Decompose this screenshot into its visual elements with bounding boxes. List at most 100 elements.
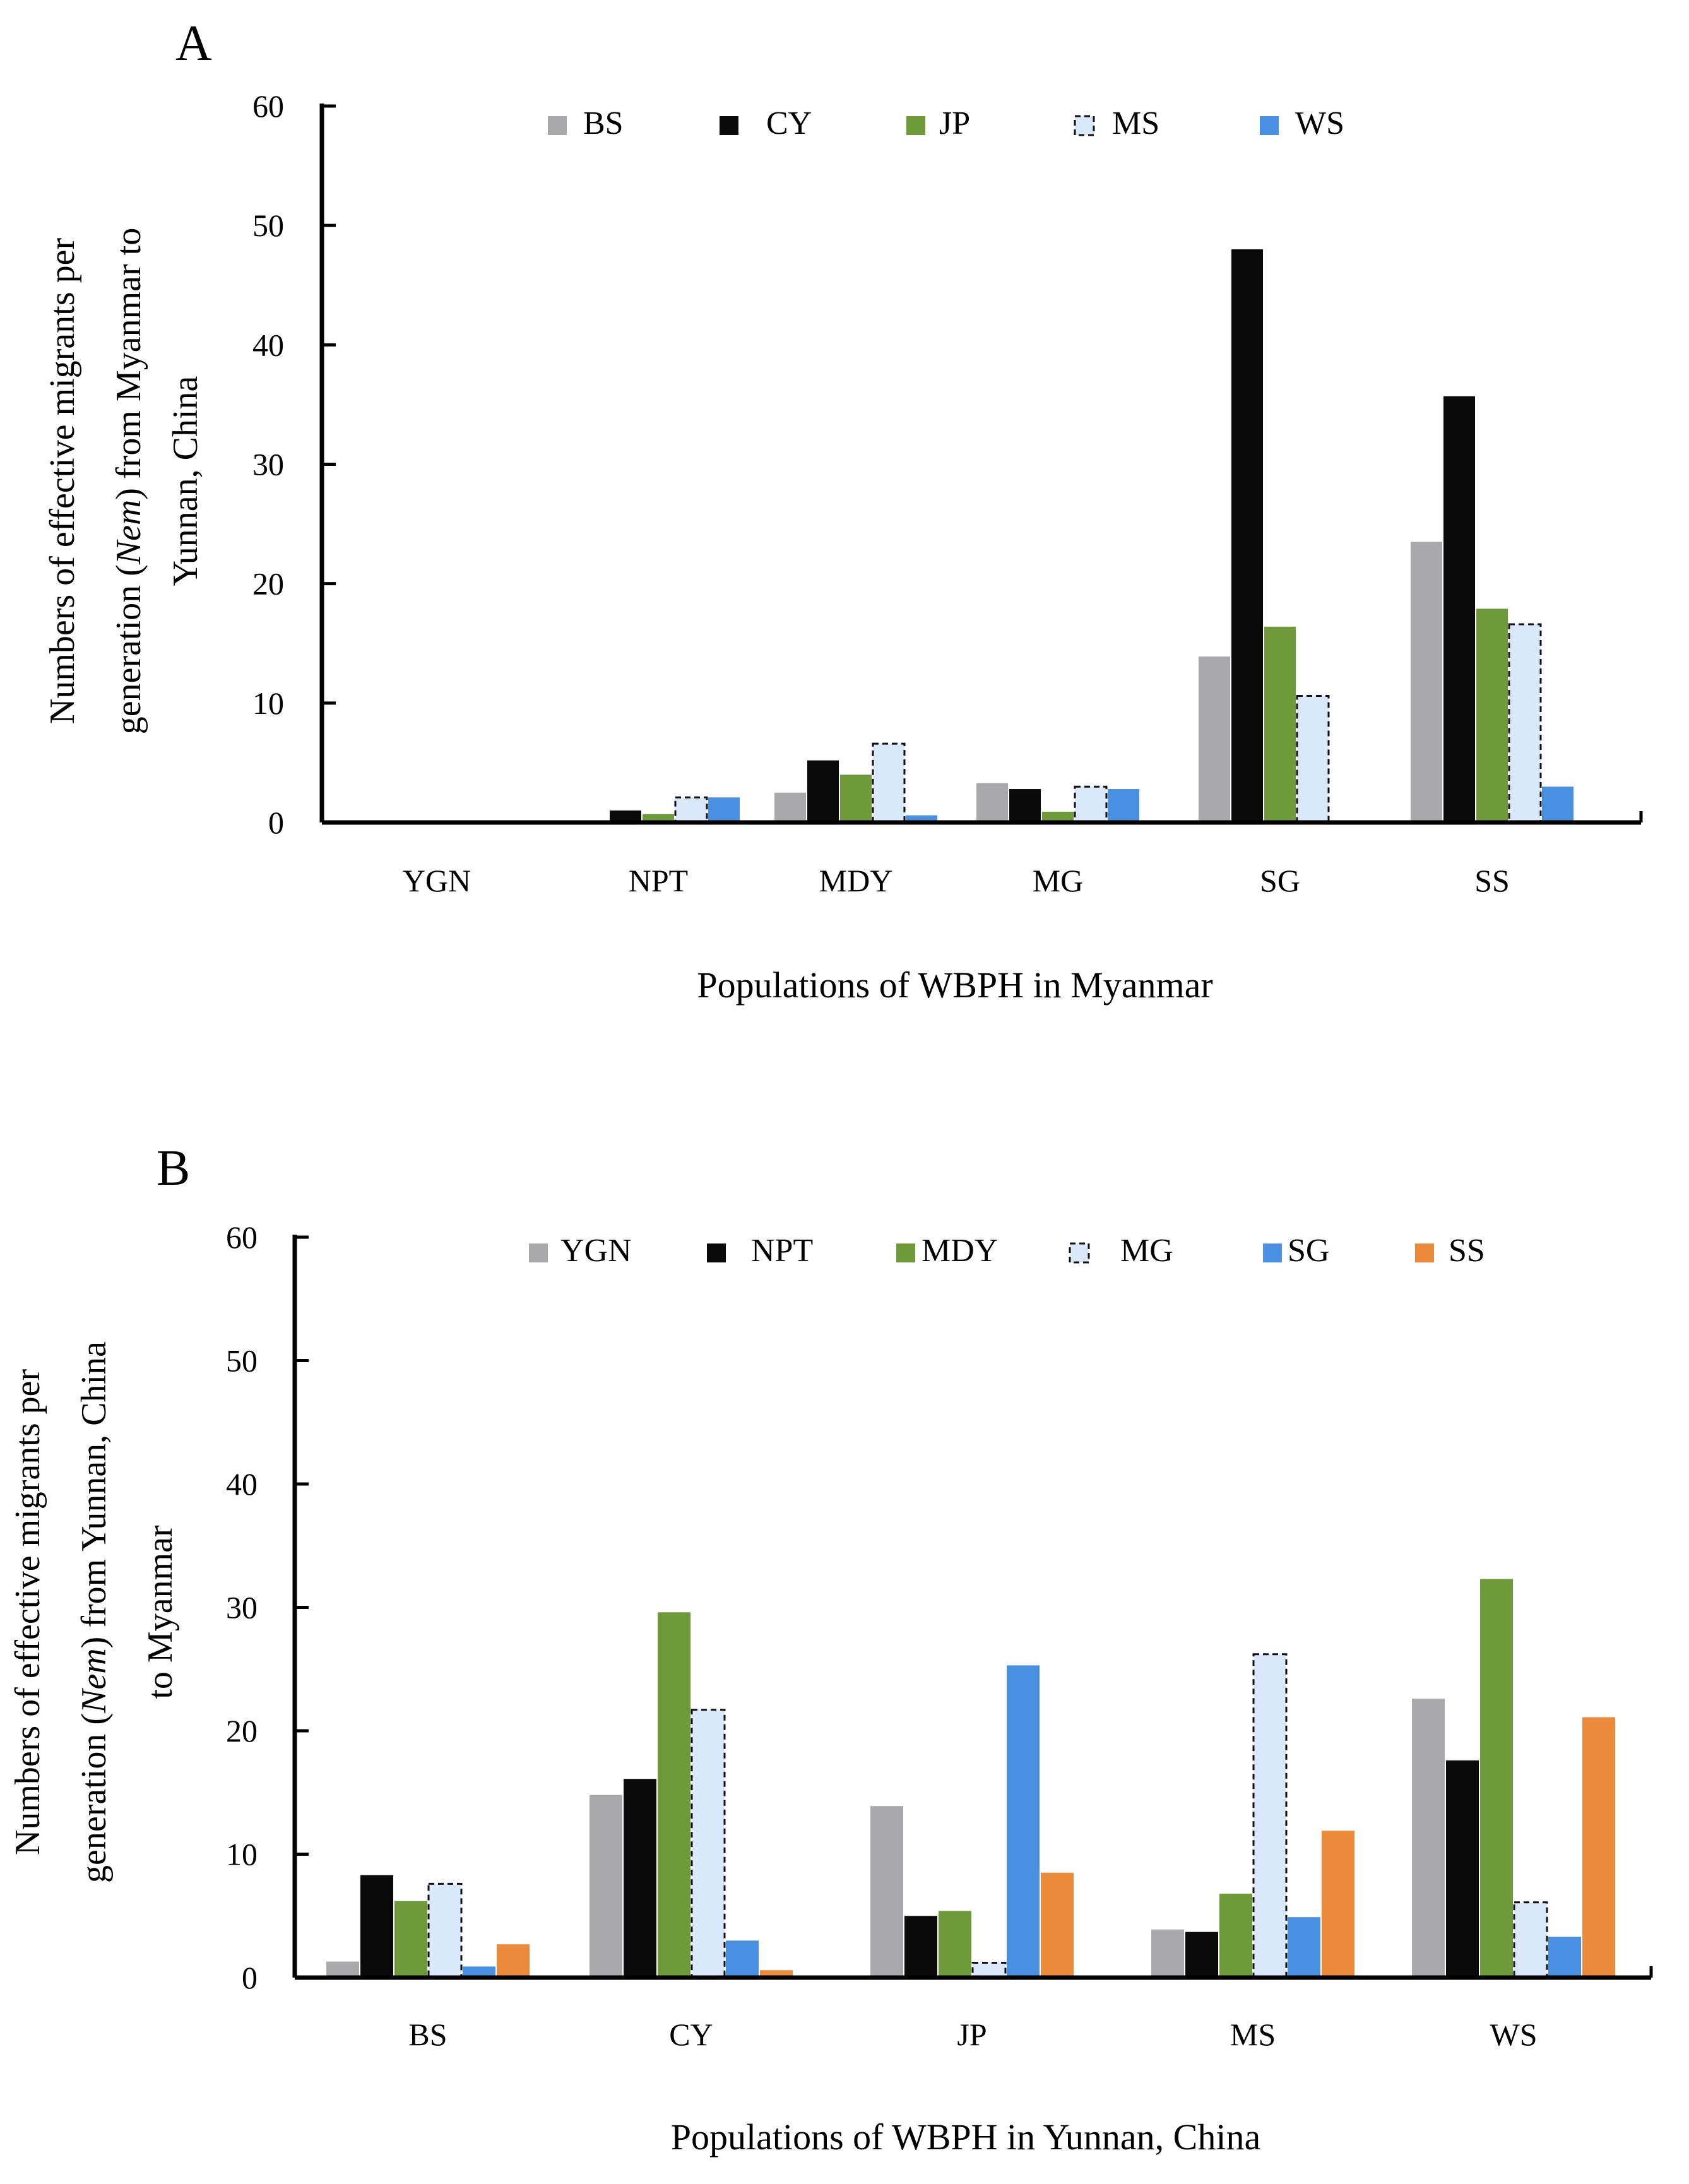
category-label: MS: [1230, 2017, 1276, 2052]
bar-ss-ms: [1322, 1831, 1354, 1978]
x-axis-title: Populations of WBPH in Myanmar: [697, 964, 1212, 1006]
bar-jp-sg: [1264, 626, 1296, 822]
bar-ygn-ws: [1412, 1699, 1445, 1978]
legend-swatch-ss: [1415, 1243, 1434, 1262]
bar-bs-ss: [1411, 542, 1442, 822]
y-tick-label: 60: [226, 1220, 258, 1255]
bar-ms-mg: [1074, 785, 1108, 824]
y-tick-label: 60: [252, 88, 284, 124]
bar-ygn-ms: [1151, 1929, 1184, 1978]
category-label: BS: [408, 2017, 447, 2052]
y-tick-label: 10: [252, 685, 284, 721]
legend-label-sg: SG: [1288, 1233, 1329, 1269]
y-axis-title-line: to Myanmar: [141, 1525, 180, 1699]
bar-mg-ws: [1513, 1901, 1548, 1979]
y-tick-label: 30: [252, 447, 284, 482]
legend-swatch-bs: [548, 116, 567, 135]
bar-bs-sg: [1199, 656, 1230, 822]
bar-mdy-bs: [394, 1901, 427, 1978]
bar-ws-ss: [1542, 786, 1573, 822]
bar-sg-cy: [726, 1940, 759, 1978]
legend-swatch-sg: [1263, 1243, 1282, 1262]
bar-ygn-bs: [326, 1961, 359, 1978]
bar-sg-ws: [1548, 1937, 1581, 1978]
category-label: YGN: [403, 863, 471, 898]
bar-jp-ss: [1476, 608, 1508, 822]
legend-label-cy: CY: [766, 105, 812, 141]
category-label: MDY: [819, 863, 893, 898]
bar-npt-cy: [624, 1779, 656, 1978]
legend-swatch-cy: [720, 116, 738, 135]
y-tick-label: 20: [226, 1713, 258, 1748]
legend-swatch-mg: [1069, 1242, 1090, 1264]
legend-label-mg: MG: [1120, 1233, 1173, 1269]
legend-label-ws: WS: [1295, 105, 1344, 141]
bar-ms-mdy: [872, 742, 906, 824]
panel-b: B BS CY JP MS WS 0 10 20 30 40 50 60 Populations of W…: [8, 1141, 1653, 2157]
y-tick-label: 0: [242, 1960, 258, 1995]
y-tick-label: 40: [252, 327, 284, 362]
legend-label-npt: NPT: [751, 1233, 813, 1269]
y-axis-title-line: Numbers of effective migrants per: [43, 238, 82, 725]
y-tick-label: 10: [226, 1837, 258, 1872]
category-label: MG: [1033, 863, 1084, 898]
bar-cy-mdy: [807, 760, 839, 822]
bar-npt-ms: [1185, 1932, 1218, 1978]
bar-jp-mg: [1042, 811, 1074, 822]
bar-ygn-cy: [590, 1795, 622, 1978]
y-tick-label: 0: [268, 805, 284, 840]
bar-npt-jp: [904, 1916, 937, 1978]
category-label: CY: [669, 2017, 713, 2052]
bar-ss-bs: [497, 1944, 530, 1978]
bar-ss-cy: [760, 1970, 793, 1978]
legend-swatch-ws: [1260, 116, 1279, 135]
bar-mdy-jp: [939, 1911, 971, 1978]
bar-ws-mdy: [906, 815, 937, 822]
bar-mg-cy: [690, 1709, 726, 1979]
bar-cy-npt: [610, 810, 641, 822]
bar-mdy-cy: [658, 1612, 690, 1978]
y-axis-title-line: generation (Nem) from Yunnan, China: [74, 1341, 114, 1883]
category-label: JP: [957, 2017, 987, 2052]
bar-sg-jp: [1007, 1665, 1040, 1978]
bar-mdy-ms: [1219, 1894, 1252, 1978]
legend-swatch-mdy: [896, 1243, 915, 1262]
bar-mg-jp: [971, 1962, 1007, 1979]
y-tick-label: 20: [252, 566, 284, 602]
bar-ms-ss: [1508, 623, 1542, 824]
bar-cy-sg: [1231, 249, 1263, 822]
bar-sg-ms: [1288, 1917, 1320, 1978]
legend-label-ms: MS: [1112, 105, 1159, 141]
x-axis-title: Populations of WBPH in Yunnan, China: [671, 2116, 1260, 2157]
y-tick-label: 50: [252, 208, 284, 243]
legend-label-ygn: YGN: [560, 1233, 632, 1269]
bar-jp-mdy: [840, 774, 872, 822]
y-axis-title-line: Numbers of effective migrants per: [8, 1369, 47, 1856]
legend-swatch-ygn: [529, 1243, 548, 1262]
bar-ss-jp: [1041, 1872, 1074, 1978]
category-label: SS: [1474, 863, 1510, 898]
legend-label-jp: JP: [939, 105, 970, 141]
y-axis-title-line: generation (Nem) from Myanmar to: [109, 228, 148, 734]
legend-swatch-jp: [906, 116, 925, 135]
legend-swatch-npt: [707, 1243, 726, 1262]
bar-cy-mg: [1009, 789, 1041, 822]
legend-swatch-ms: [1074, 115, 1095, 136]
bar-ms-sg: [1296, 694, 1330, 824]
bar-ms-npt: [674, 796, 708, 824]
bar-ygn-jp: [870, 1806, 903, 1978]
y-tick-label: 40: [226, 1466, 258, 1502]
y-tick-label: 30: [226, 1590, 258, 1625]
bar-mdy-ws: [1480, 1579, 1513, 1978]
bar-bs-mg: [976, 783, 1008, 822]
bar-mg-bs: [427, 1882, 463, 1979]
panel-a: A YGN NPT MDY MG SG SS 0 10 20 30 40 50 60 Populations…: [43, 16, 1643, 1006]
bar-bs-mdy: [774, 792, 806, 822]
legend-label-mdy: MDY: [922, 1233, 998, 1269]
bar-mg-ms: [1252, 1653, 1288, 1979]
category-label: SG: [1260, 863, 1300, 898]
bar-ws-mg: [1108, 789, 1139, 822]
panel-label: A: [175, 16, 212, 71]
bar-npt-ws: [1446, 1760, 1479, 1978]
